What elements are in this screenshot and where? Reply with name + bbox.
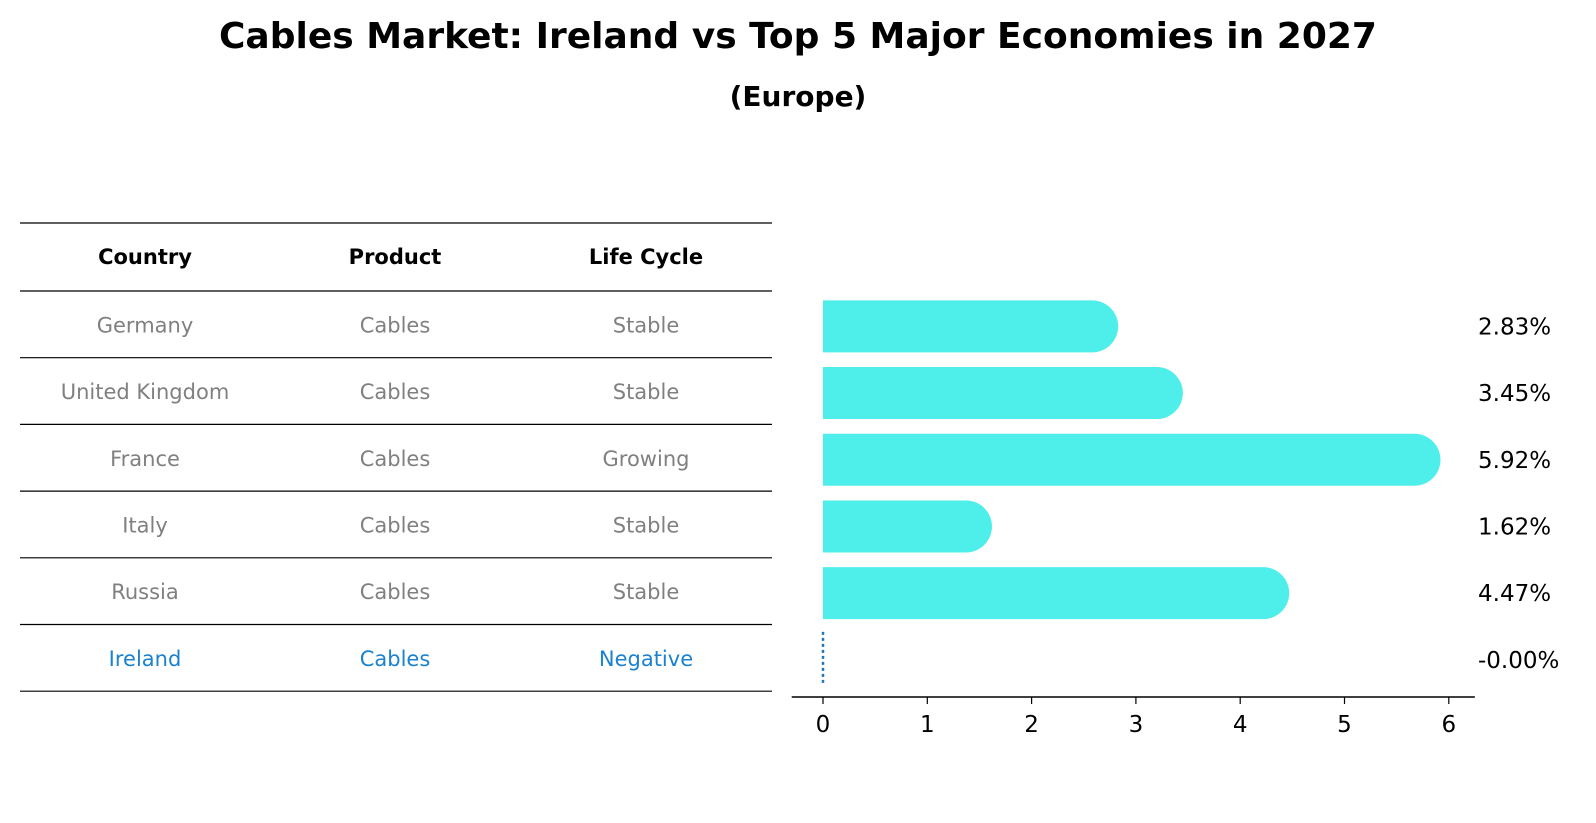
table-cell-product: Cables [360, 513, 431, 537]
table-cell-country: Italy [122, 513, 168, 537]
table-header-cell: Product [349, 245, 442, 269]
table-row: Italy Cables Stable [122, 513, 679, 537]
table-cell-country: France [110, 447, 180, 471]
table-row: Russia Cables Stable [111, 580, 679, 604]
table-cell-life-cycle: Negative [599, 647, 693, 671]
table-header-cell: Country [98, 245, 192, 269]
x-tick-label: 5 [1337, 712, 1352, 738]
table-row: France Cables Growing [110, 447, 689, 471]
table-header-cell: Life Cycle [589, 245, 703, 269]
x-tick-label: 0 [816, 712, 831, 738]
table-cell-country: Russia [111, 580, 179, 604]
data-label: 5.92% [1478, 448, 1551, 474]
data-label: 1.62% [1478, 514, 1551, 540]
bar-italy [823, 500, 992, 553]
bar-germany [823, 300, 1119, 353]
chart-title: Cables Market: Ireland vs Top 5 Major Ec… [219, 16, 1377, 57]
table-cell-life-cycle: Stable [613, 313, 680, 337]
table-cell-product: Cables [360, 647, 431, 671]
table-cell-life-cycle: Growing [603, 447, 690, 471]
data-label: 3.45% [1478, 381, 1551, 407]
data-label: 4.47% [1478, 581, 1551, 607]
table-cell-country: United Kingdom [61, 380, 230, 404]
data-label: 2.83% [1478, 314, 1551, 340]
chart-subtitle: (Europe) [729, 80, 867, 113]
table-cell-product: Cables [360, 580, 431, 604]
table-cell-product: Cables [360, 380, 431, 404]
bar-france [823, 433, 1441, 486]
data-label: -0.00% [1478, 648, 1559, 674]
x-tick-label: 2 [1024, 712, 1039, 738]
table-cell-product: Cables [360, 313, 431, 337]
table-cell-life-cycle: Stable [613, 513, 680, 537]
country-table: Country Product Life Cycle Germany Cables Sta… [20, 222, 772, 692]
x-tick-label: 1 [920, 712, 935, 738]
table-cell-life-cycle: Stable [613, 580, 680, 604]
bar-chart: 2.83% 3.45% 5.92% 1.62% 4.47% -0.00% 0 1 2 3 4 5 6 [791, 300, 1559, 738]
table-cell-country: Germany [97, 313, 194, 337]
table-row: United Kingdom Cables Stable [61, 380, 680, 404]
x-tick-label: 3 [1129, 712, 1144, 738]
x-tick-label: 6 [1441, 712, 1456, 738]
table-cell-country: Ireland [109, 647, 182, 671]
table-row: Germany Cables Stable [97, 313, 680, 337]
bar-united-kingdom [823, 367, 1183, 420]
bar-russia [823, 567, 1290, 620]
table-cell-life-cycle: Stable [613, 380, 680, 404]
x-tick-label: 4 [1233, 712, 1248, 738]
table-cell-product: Cables [360, 447, 431, 471]
table-row: Ireland Cables Negative [109, 647, 693, 671]
